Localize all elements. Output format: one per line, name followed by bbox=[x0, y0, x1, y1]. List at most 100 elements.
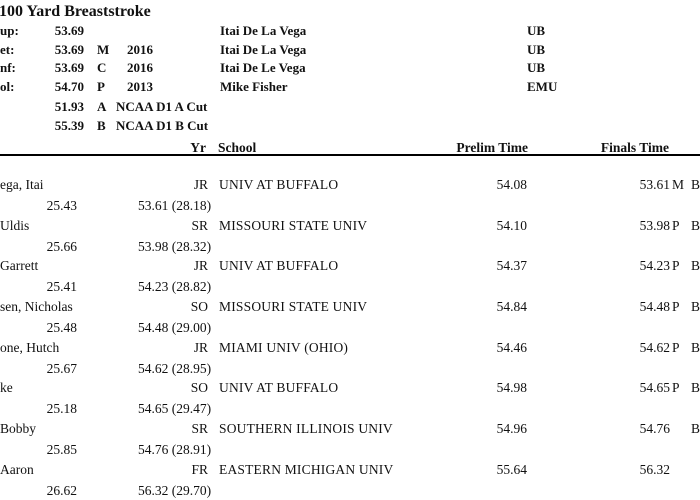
result-row: ega, Itai JR UNIV AT BUFFALO 54.08 53.61… bbox=[0, 177, 700, 218]
swimmer-name: sen, Nicholas bbox=[0, 299, 73, 314]
finals-time: 54.23 bbox=[639, 258, 670, 273]
finals-time: 54.65 bbox=[639, 380, 670, 395]
prelim-time: 54.84 bbox=[496, 299, 527, 314]
swimmer-school: SOUTHERN ILLINOIS UNIV bbox=[219, 421, 393, 436]
finals-time: 54.48 bbox=[639, 299, 670, 314]
split-100: 54.62 (28.95) bbox=[138, 361, 212, 376]
split-100: 53.61 (28.18) bbox=[138, 198, 212, 213]
split-50: 25.66 bbox=[46, 239, 77, 254]
result-row: Bobby SR SOUTHERN ILLINOIS UNIV 54.96 54… bbox=[0, 421, 700, 462]
split-50: 26.62 bbox=[46, 483, 77, 498]
record-line: ol: 54.70 P 2013 Mike Fisher EMU bbox=[0, 79, 700, 96]
split-100: 53.98 (28.32) bbox=[138, 239, 212, 254]
cut-badge: B bbox=[691, 218, 700, 233]
finals-time: 53.98 bbox=[639, 218, 670, 233]
prelim-time: 54.37 bbox=[496, 258, 527, 273]
split-50: 25.67 bbox=[46, 361, 77, 376]
swimmer-name: Uldis bbox=[0, 218, 30, 233]
record-time: 54.70 bbox=[54, 79, 84, 94]
cut-label: NCAA D1 A Cut bbox=[116, 99, 208, 114]
cut-badge: B bbox=[691, 299, 700, 314]
swimmer-year: JR bbox=[193, 340, 208, 355]
split-50: 25.48 bbox=[46, 320, 77, 335]
swimmer-school: MISSOURI STATE UNIV bbox=[219, 299, 368, 314]
time-flag: P bbox=[672, 258, 680, 273]
swimmer-name: one, Hutch bbox=[0, 340, 60, 355]
swimmer-school: EASTERN MICHIGAN UNIV bbox=[219, 462, 394, 477]
split-50: 25.41 bbox=[46, 279, 77, 294]
swimmer-name: ke bbox=[0, 380, 13, 395]
swimmer-school: UNIV AT BUFFALO bbox=[219, 258, 339, 273]
prelim-time: 55.64 bbox=[496, 462, 527, 477]
record-line: up: 53.69 Itai De La Vega UB bbox=[0, 23, 700, 40]
swimmer-year: JR bbox=[193, 258, 208, 273]
finals-time: 54.62 bbox=[639, 340, 670, 355]
prelim-time: 54.46 bbox=[496, 340, 527, 355]
cut-badge: B bbox=[691, 340, 700, 355]
time-flag: P bbox=[672, 218, 680, 233]
record-holder: Itai De Le Vega bbox=[220, 60, 306, 75]
cut-time: 51.93 bbox=[54, 99, 84, 114]
swimmer-school: UNIV AT BUFFALO bbox=[219, 177, 339, 192]
record-team: UB bbox=[527, 60, 546, 75]
swimmer-name: Aaron bbox=[0, 462, 34, 477]
result-row: Uldis SR MISSOURI STATE UNIV 54.10 53.98… bbox=[0, 218, 700, 259]
record-label: et: bbox=[0, 42, 15, 57]
swimmer-school: MISSOURI STATE UNIV bbox=[219, 218, 368, 233]
record-year: 2016 bbox=[127, 42, 153, 57]
record-flag: C bbox=[97, 60, 107, 75]
swimmer-school: UNIV AT BUFFALO bbox=[219, 380, 339, 395]
swimmer-name: Bobby bbox=[0, 421, 37, 436]
prelim-time: 54.98 bbox=[496, 380, 527, 395]
cut-time: 55.39 bbox=[54, 118, 84, 133]
record-holder: Mike Fisher bbox=[220, 79, 288, 94]
cut-badge: B bbox=[691, 380, 700, 395]
record-label: nf: bbox=[0, 60, 16, 75]
cut-badge: B bbox=[691, 421, 700, 436]
swimmer-year: FR bbox=[191, 462, 208, 477]
cut-badge: B bbox=[691, 177, 700, 192]
record-flag: P bbox=[97, 79, 105, 94]
swimmer-year: SR bbox=[191, 421, 208, 436]
header-prelim-time: Prelim Time bbox=[456, 140, 528, 155]
swimmer-year: JR bbox=[193, 177, 208, 192]
swimmer-school: MIAMI UNIV (OHIO) bbox=[219, 340, 349, 355]
record-year: 2016 bbox=[127, 60, 153, 75]
cut-line: 55.39 B NCAA D1 B Cut bbox=[0, 118, 700, 135]
swimmer-name: ega, Itai bbox=[0, 177, 44, 192]
header-finals-time: Finals Time bbox=[600, 140, 669, 155]
event-title: 100 Yard Breaststroke bbox=[0, 3, 151, 20]
record-time: 53.69 bbox=[54, 42, 84, 57]
finals-time: 54.76 bbox=[639, 421, 670, 436]
split-50: 25.85 bbox=[46, 442, 77, 457]
record-team: UB bbox=[527, 23, 546, 38]
cut-badge: B bbox=[691, 258, 700, 273]
result-row: sen, Nicholas SO MISSOURI STATE UNIV 54.… bbox=[0, 299, 700, 340]
result-row: one, Hutch JR MIAMI UNIV (OHIO) 54.46 54… bbox=[0, 340, 700, 381]
record-year: 2013 bbox=[127, 79, 153, 94]
record-flag: M bbox=[97, 42, 110, 57]
cut-label: NCAA D1 B Cut bbox=[116, 118, 209, 133]
finals-time: 56.32 bbox=[639, 462, 670, 477]
record-holder: Itai De La Vega bbox=[220, 42, 307, 57]
time-flag: P bbox=[672, 299, 680, 314]
split-50: 25.18 bbox=[46, 401, 77, 416]
split-100: 54.76 (28.91) bbox=[138, 442, 212, 457]
record-time: 53.69 bbox=[54, 23, 84, 38]
record-label: ol: bbox=[0, 79, 15, 94]
record-label: up: bbox=[0, 23, 19, 38]
split-100: 56.32 (29.70) bbox=[138, 483, 212, 498]
split-100: 54.23 (28.82) bbox=[138, 279, 212, 294]
record-holder: Itai De La Vega bbox=[220, 23, 307, 38]
record-line: nf: 53.69 C 2016 Itai De Le Vega UB bbox=[0, 60, 700, 77]
header-school: School bbox=[218, 140, 257, 155]
record-time: 53.69 bbox=[54, 60, 84, 75]
swimmer-year: SR bbox=[191, 218, 208, 233]
header-yr: Yr bbox=[190, 140, 206, 155]
time-flag: P bbox=[672, 380, 680, 395]
swimmer-name: Garrett bbox=[0, 258, 39, 273]
time-flag: P bbox=[672, 340, 680, 355]
header-rule bbox=[0, 154, 700, 156]
cut-flag: A bbox=[97, 99, 107, 114]
